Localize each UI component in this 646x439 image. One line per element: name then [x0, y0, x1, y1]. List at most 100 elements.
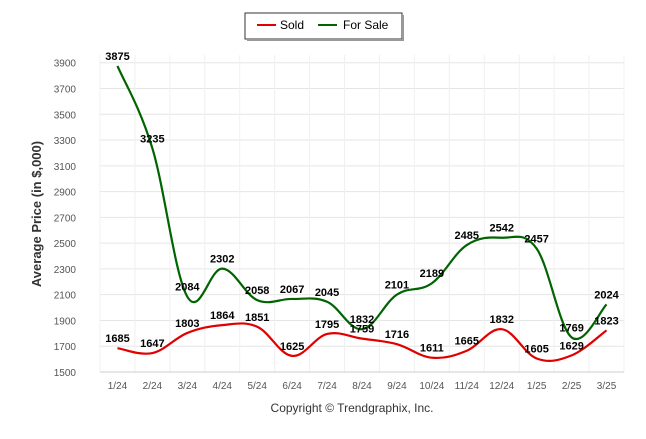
y-tick-label: 2900: [54, 188, 77, 199]
data-label-sold: 1665: [455, 336, 479, 348]
legend: Sold For Sale: [244, 12, 404, 41]
data-point-sold: [290, 353, 295, 358]
data-label-sold: 1629: [559, 340, 583, 352]
x-tick-label: 2/25: [562, 381, 582, 392]
series-line-for-sale: [116, 65, 608, 341]
x-tick-label: 9/24: [387, 381, 407, 392]
data-label-for-sale: 2189: [420, 268, 444, 280]
axes: 1500 1700 1900 2100 2300 2500 2700 2900 3100 3300…: [54, 59, 624, 392]
data-label-for-sale: 3235: [140, 133, 164, 145]
data-label-sold: 1759: [350, 324, 374, 336]
y-tick-label: 3100: [54, 162, 77, 173]
data-label-sold: 1832: [489, 314, 513, 326]
x-tick-label: 8/24: [352, 381, 372, 392]
series-line-sold: [117, 322, 608, 362]
x-tick-label: 4/24: [213, 381, 233, 392]
data-point-for-sale: [255, 298, 260, 303]
data-label-for-sale: 2542: [489, 223, 513, 235]
data-point-for-sale: [115, 63, 120, 68]
x-tick-label: 7/24: [317, 381, 337, 392]
data-label-sold: 1605: [524, 343, 548, 355]
data-label-sold: 1611: [420, 343, 444, 355]
x-tick-label: 3/25: [597, 381, 617, 392]
data-point-sold: [429, 355, 434, 360]
y-tick-label: 3700: [54, 85, 77, 96]
y-axis-title: Average Price (in $,000): [29, 141, 44, 287]
data-point-sold: [604, 328, 609, 333]
data-point-sold: [255, 324, 260, 329]
y-tick-label: 2700: [54, 213, 77, 224]
data-label-sold: 1803: [175, 318, 199, 330]
data-label-for-sale: 2457: [524, 234, 548, 246]
y-tick-label: 2100: [54, 291, 77, 302]
data-point-sold: [534, 356, 539, 361]
legend-sold-label: Sold: [280, 18, 304, 32]
data-point-for-sale: [499, 235, 504, 240]
data-label-for-sale: 2084: [175, 282, 200, 294]
legend-shadow: [247, 39, 404, 41]
x-tick-label: 3/24: [178, 381, 198, 392]
data-label-sold: 1851: [245, 312, 269, 324]
x-tick-label: 11/24: [455, 381, 480, 392]
data-point-sold: [150, 351, 155, 356]
data-point-for-sale: [464, 243, 469, 248]
data-point-for-sale: [604, 302, 609, 307]
data-label-sold: 1647: [140, 338, 164, 350]
data-labels: 1685 1647 1803 1864 1851 1625 1795 1759 1716 1611…: [105, 51, 619, 356]
data-label-for-sale: 1832: [350, 314, 374, 326]
data-point-for-sale: [569, 335, 574, 340]
copyright-footer: Copyright © Trendgraphix, Inc.: [271, 401, 434, 415]
data-label-sold: 1685: [105, 333, 129, 345]
y-tick-label: 3300: [54, 136, 77, 147]
series-lines: [115, 63, 609, 362]
data-label-sold: 1823: [594, 315, 618, 327]
x-tick-label: 10/24: [419, 381, 444, 392]
data-point-sold: [499, 327, 504, 332]
data-label-for-sale: 2024: [594, 289, 619, 301]
data-label-sold: 1795: [315, 319, 339, 331]
y-tick-label: 1500: [54, 368, 77, 379]
legend-forsale-label: For Sale: [343, 18, 389, 32]
grid-lines: [99, 55, 625, 373]
y-tick-label: 2300: [54, 265, 77, 276]
legend-shadow-side: [402, 15, 404, 41]
x-tick-label: 1/24: [108, 381, 128, 392]
data-label-for-sale: 2067: [280, 284, 304, 296]
x-tick-label: 5/24: [247, 381, 267, 392]
data-label-sold: 1625: [280, 341, 304, 353]
data-point-sold: [464, 348, 469, 353]
y-tick-label: 3900: [54, 59, 77, 70]
data-point-sold: [115, 346, 120, 351]
data-point-sold: [394, 342, 399, 347]
data-point-for-sale: [534, 246, 539, 251]
data-label-for-sale: 2302: [210, 254, 234, 266]
data-label-for-sale: 2101: [385, 280, 409, 292]
data-point-for-sale: [185, 294, 190, 299]
data-label-for-sale: 2485: [455, 230, 479, 242]
data-label-for-sale: 1769: [559, 322, 583, 334]
data-point-sold: [325, 331, 330, 336]
data-point-for-sale: [325, 299, 330, 304]
data-label-sold: 1864: [210, 310, 235, 322]
data-label-sold: 1716: [385, 329, 409, 341]
data-label-for-sale: 2058: [245, 285, 269, 297]
x-tick-label: 2/24: [143, 381, 163, 392]
data-point-sold: [360, 336, 365, 341]
data-point-for-sale: [220, 266, 225, 271]
data-label-for-sale: 3875: [105, 51, 129, 63]
x-tick-label: 12/24: [489, 381, 514, 392]
data-point-sold: [185, 330, 190, 335]
y-tick-label: 2500: [54, 239, 77, 250]
x-tick-label: 1/25: [527, 381, 547, 392]
y-tick-label: 3500: [54, 110, 77, 121]
data-point-sold: [569, 353, 574, 358]
y-tick-label: 1900: [54, 316, 77, 327]
x-tick-label: 6/24: [282, 381, 302, 392]
data-point-for-sale: [150, 146, 155, 151]
data-label-for-sale: 2045: [315, 287, 339, 299]
y-tick-label: 1700: [54, 342, 77, 353]
data-point-sold: [220, 323, 225, 328]
data-point-for-sale: [429, 281, 434, 286]
